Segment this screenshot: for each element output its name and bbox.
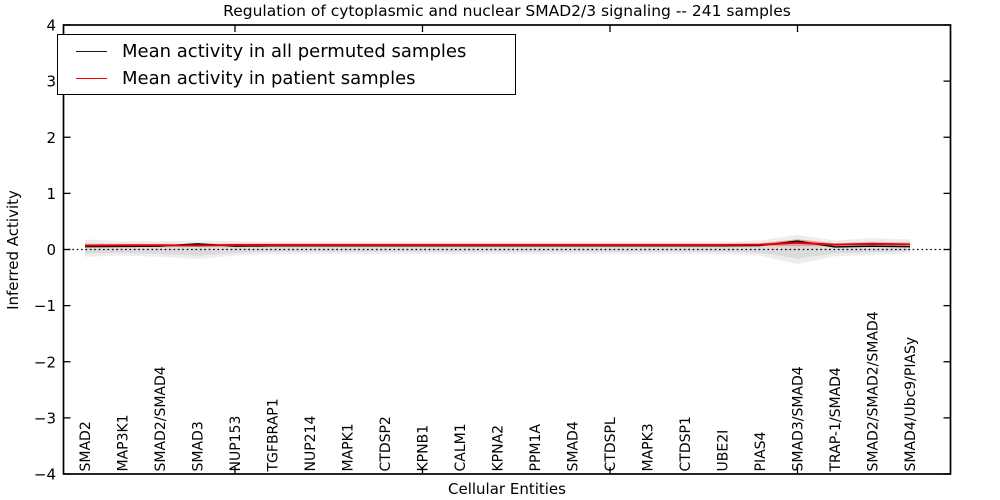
x-tick-label: SMAD3 [191,421,207,471]
x-tick-label: MAPK3 [641,423,657,471]
x-axis-label: Cellular Entities [448,480,566,498]
legend-item-patient: Mean activity in patient samples [58,68,515,89]
x-tick-label: CTDSP2 [378,416,394,471]
x-tick-label: NUP153 [228,416,244,472]
x-tick-label: NUP214 [303,416,319,472]
x-tick-label: CALM1 [453,423,469,471]
chart-title: Regulation of cytoplasmic and nuclear SM… [223,2,791,20]
x-tick-label: TRAP-1/SMAD4 [828,367,844,472]
x-tick-label: SMAD4 [566,421,582,471]
x-tick-label: MAP3K1 [116,414,132,471]
x-tick-label: SMAD2/SMAD4 [153,366,169,471]
legend-label-permuted: Mean activity in all permuted samples [122,40,467,62]
x-tick-label: CTDSPL [603,417,619,471]
x-tick-label: SMAD3/SMAD4 [791,366,807,471]
x-tick-label: PIAS4 [753,431,769,471]
series-line-patient [84,241,911,247]
x-tick-label: KPNA2 [491,425,507,472]
x-tick-label: TGFBRAP1 [266,398,282,472]
legend: Mean activity in all permuted samples Me… [57,34,516,95]
x-tick-label: MAPK1 [341,423,357,471]
legend-label-patient: Mean activity in patient samples [122,67,416,89]
x-tick-label: SMAD2/SMAD2/SMAD4 [866,311,882,471]
y-tick-label: 4 [46,17,56,35]
x-category-labels: SMAD2 MAP3K1 SMAD2/SMAD4 SMAD3 NUP153 TGFBRAP… [78,311,919,472]
x-tick-label: PPM1A [528,424,544,472]
y-tick-label: 0 [46,241,56,259]
y-tick-label: −1 [34,297,56,315]
x-tick-label: KPNB1 [416,425,432,472]
y-tick-label: −4 [34,466,56,484]
y-tick-label: 2 [46,129,56,147]
y-axis-ticks: 4 3 2 1 0 −1 −2 −3 −4 [34,17,951,484]
y-tick-label: −3 [34,409,56,427]
y-tick-label: −2 [34,353,56,371]
legend-item-permuted: Mean activity in all permuted samples [58,41,515,62]
x-tick-label: CTDSP1 [678,416,694,471]
x-axis-ticks [234,25,799,474]
x-tick-label: SMAD4/Ubc9/PIASy [903,337,919,472]
y-tick-label: 1 [46,185,56,203]
x-tick-label: SMAD2 [78,421,94,471]
y-tick-label: 3 [46,73,56,91]
y-axis-label: Inferred Activity [4,190,22,310]
x-tick-label: UBE2I [716,430,732,472]
legend-line-patient-icon [76,77,107,79]
legend-line-permuted-icon [76,50,107,52]
